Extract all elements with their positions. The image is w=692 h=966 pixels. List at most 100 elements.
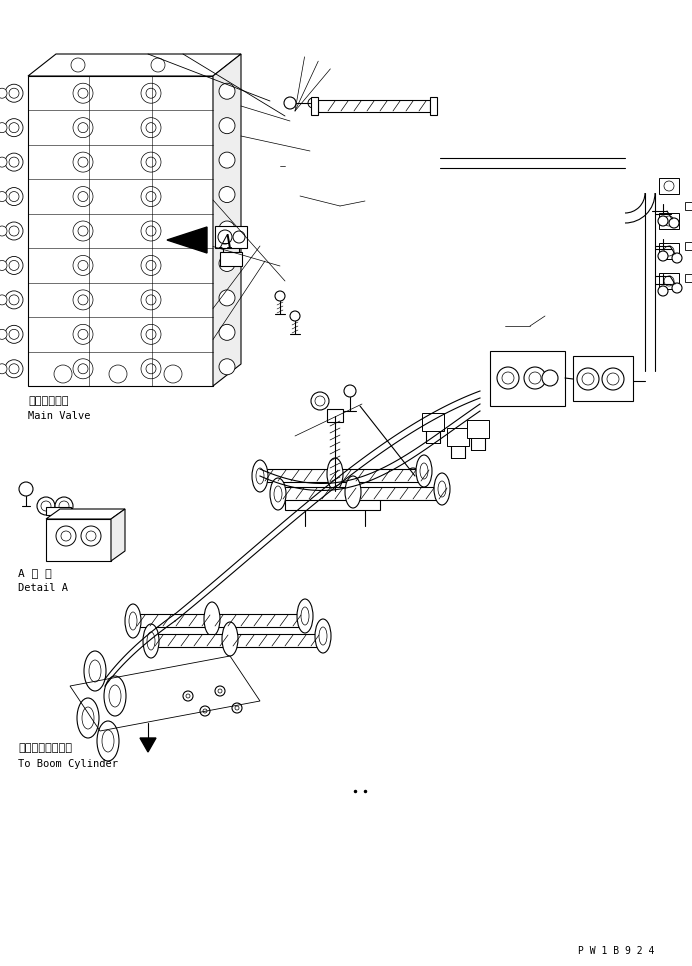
Ellipse shape	[102, 730, 114, 752]
Ellipse shape	[204, 602, 220, 636]
Bar	[46, 507, 71, 515]
Bar	[659, 178, 679, 194]
Circle shape	[78, 191, 88, 202]
Ellipse shape	[315, 619, 331, 653]
Circle shape	[658, 216, 668, 226]
Circle shape	[219, 325, 235, 340]
Circle shape	[218, 689, 222, 693]
Circle shape	[9, 88, 19, 99]
Circle shape	[658, 251, 668, 261]
Text: メインバルブ: メインバルブ	[28, 396, 69, 406]
Circle shape	[146, 261, 156, 270]
Circle shape	[529, 372, 541, 384]
Circle shape	[9, 191, 19, 202]
Circle shape	[5, 222, 23, 240]
Circle shape	[344, 385, 356, 397]
Circle shape	[146, 226, 156, 236]
Bar	[327, 409, 343, 422]
Circle shape	[146, 88, 156, 99]
Circle shape	[219, 186, 235, 203]
Circle shape	[0, 364, 7, 374]
Bar	[220, 252, 242, 266]
Ellipse shape	[416, 455, 432, 487]
Circle shape	[73, 118, 93, 138]
Ellipse shape	[97, 721, 119, 761]
Bar	[323, 491, 347, 499]
Circle shape	[0, 123, 7, 132]
Circle shape	[308, 98, 318, 108]
Circle shape	[37, 497, 55, 515]
Bar	[311, 97, 318, 115]
Circle shape	[502, 372, 514, 384]
Ellipse shape	[434, 473, 450, 505]
Circle shape	[577, 368, 599, 390]
Circle shape	[9, 295, 19, 305]
Circle shape	[524, 367, 546, 389]
Circle shape	[151, 58, 165, 72]
Circle shape	[146, 123, 156, 132]
Circle shape	[141, 83, 161, 103]
Circle shape	[219, 290, 235, 306]
Circle shape	[73, 290, 93, 310]
Circle shape	[78, 295, 88, 305]
Circle shape	[9, 261, 19, 270]
Bar	[685, 242, 692, 250]
Polygon shape	[213, 54, 241, 386]
Circle shape	[141, 358, 161, 379]
Circle shape	[141, 290, 161, 310]
Circle shape	[78, 329, 88, 339]
Bar	[215, 226, 247, 248]
Circle shape	[9, 364, 19, 374]
Bar	[285, 496, 380, 510]
Ellipse shape	[438, 481, 446, 497]
Ellipse shape	[125, 604, 141, 638]
Circle shape	[669, 218, 679, 228]
Bar	[133, 614, 306, 627]
Circle shape	[71, 58, 85, 72]
Text: A 詳 細: A 詳 細	[18, 568, 52, 578]
Circle shape	[141, 221, 161, 241]
Circle shape	[78, 88, 88, 99]
Circle shape	[141, 118, 161, 138]
Circle shape	[0, 226, 7, 236]
Ellipse shape	[82, 707, 94, 729]
Circle shape	[215, 686, 225, 696]
Circle shape	[664, 181, 674, 191]
Bar	[685, 202, 692, 210]
Ellipse shape	[84, 651, 106, 691]
Bar	[685, 274, 692, 282]
Circle shape	[183, 691, 193, 701]
Circle shape	[141, 255, 161, 275]
Bar	[318, 100, 430, 112]
Circle shape	[73, 152, 93, 172]
Circle shape	[78, 261, 88, 270]
Ellipse shape	[301, 607, 309, 625]
Ellipse shape	[256, 468, 264, 484]
Circle shape	[0, 88, 7, 99]
Bar	[151, 634, 324, 647]
Circle shape	[146, 295, 156, 305]
Circle shape	[146, 157, 156, 167]
Circle shape	[186, 694, 190, 698]
Ellipse shape	[222, 622, 238, 656]
Circle shape	[5, 326, 23, 343]
Bar	[46, 519, 111, 561]
Ellipse shape	[327, 458, 343, 490]
Circle shape	[672, 283, 682, 293]
Circle shape	[9, 157, 19, 167]
Circle shape	[55, 497, 73, 515]
Circle shape	[0, 261, 7, 270]
Circle shape	[664, 246, 674, 256]
Circle shape	[5, 187, 23, 206]
Circle shape	[56, 526, 76, 546]
Ellipse shape	[147, 632, 155, 650]
Circle shape	[73, 186, 93, 207]
Circle shape	[219, 358, 235, 375]
Circle shape	[0, 157, 7, 167]
Circle shape	[78, 157, 88, 167]
Circle shape	[146, 191, 156, 202]
Circle shape	[290, 311, 300, 321]
Polygon shape	[140, 738, 156, 752]
Circle shape	[5, 119, 23, 136]
Ellipse shape	[420, 463, 428, 479]
